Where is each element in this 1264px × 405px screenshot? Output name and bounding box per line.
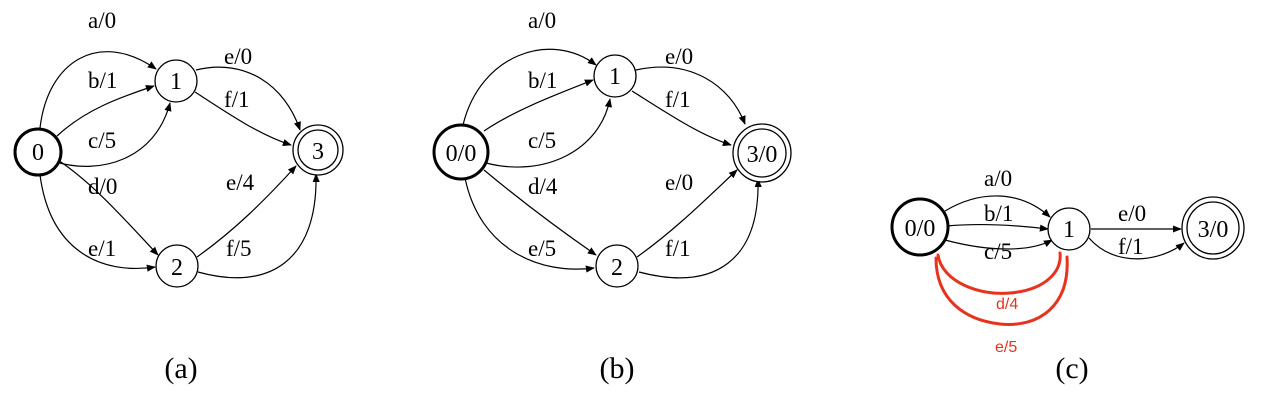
edge-b-0-1-a (462, 48, 597, 126)
node-c-3-inner (1186, 201, 1240, 255)
edge-a-0-2-e (39, 174, 156, 272)
node-c-3-label: 3/0 (1198, 217, 1229, 243)
edge-label-a-e4: e/4 (226, 170, 255, 195)
edge-label-a-e0: e/0 (224, 44, 252, 69)
edge-b-1-3-f (631, 90, 732, 146)
edge-b-2-3-e (636, 169, 738, 258)
edge-b-0-1-c (485, 98, 612, 168)
edge-c-0-1-c (944, 239, 1053, 250)
edge-c-0-1-b (946, 223, 1049, 232)
node-b-2 (595, 244, 639, 288)
edge-label-c-e0: e/0 (1118, 201, 1146, 226)
node-b-0-label: 0/0 (446, 141, 477, 167)
edge-c-0-1-a (944, 195, 1051, 218)
edge-b-1-3-e (635, 66, 746, 125)
edge-label-b-e5: e/5 (528, 236, 556, 261)
edge-a-0-1-a (39, 51, 157, 129)
panel-a: 0 1 2 3 a/0 b/1 c/5 d/0 e/1 e/0 f/1 e/4 … (13, 8, 344, 385)
caption-a: (a) (164, 352, 197, 385)
edge-a-1-3-f (194, 91, 292, 146)
edge-label-c-b1: b/1 (984, 201, 1013, 226)
panel-b: 0/0 1 2 3/0 a/0 b/1 c/5 d/4 e/5 e/0 f/1 … (432, 8, 792, 385)
edge-label-c-a0: a/0 (984, 166, 1012, 191)
node-c-0 (890, 197, 950, 257)
edge-a-0-2-d (57, 159, 159, 256)
node-b-1 (593, 54, 637, 98)
edge-label-b-b1: b/1 (528, 68, 557, 93)
edge-label-a-f5: f/5 (226, 236, 252, 261)
node-a-3-label: 3 (312, 139, 324, 165)
edge-label-b-e0-bottom: e/0 (665, 170, 693, 195)
node-a-2-label: 2 (171, 255, 183, 281)
edge-label-a-f1: f/1 (224, 87, 250, 112)
node-c-1-label: 1 (1063, 217, 1075, 243)
edge-label-a-c5: c/5 (88, 128, 116, 153)
node-a-0-label: 0 (32, 140, 44, 166)
edge-a-1-3-e (195, 66, 301, 131)
node-a-3-inner (297, 129, 339, 171)
panel-c: 0/0 1 3/0 a/0 b/1 c/5 e/0 f/1 d/4 e/5 (c… (890, 166, 1245, 385)
edge-label-a-b1: b/1 (88, 68, 117, 93)
node-b-3-label: 3/0 (747, 142, 778, 168)
node-b-1-label: 1 (609, 64, 621, 90)
edge-a-0-1-c (55, 102, 172, 167)
node-a-2 (155, 244, 199, 288)
annotation-label-d4: d/4 (996, 296, 1018, 313)
node-c-0-label: 0/0 (905, 216, 936, 242)
node-b-2-label: 2 (611, 255, 623, 281)
annotation-label-e5: e/5 (995, 339, 1017, 356)
edge-a-2-3-f (197, 173, 320, 279)
edge-label-b-d4: d/4 (528, 174, 558, 199)
edge-label-b-f1-top: f/1 (665, 87, 691, 112)
edge-label-a-d0: d/0 (88, 174, 117, 199)
caption-c: (c) (1055, 352, 1088, 385)
caption-b: (b) (600, 352, 635, 385)
edge-label-b-e0-top: e/0 (665, 44, 693, 69)
edge-label-b-c5: c/5 (528, 128, 556, 153)
node-b-3-inner (737, 128, 787, 178)
edge-label-b-f1-bottom: f/1 (665, 236, 691, 261)
edge-a-2-3-e (196, 165, 297, 258)
annotation-loop-d4 (936, 251, 1062, 295)
edge-b-0-2-d (483, 169, 597, 256)
node-b-0 (432, 123, 490, 181)
node-c-1 (1047, 207, 1091, 251)
edge-label-c-c5: c/5 (984, 239, 1012, 264)
node-a-1-label: 1 (170, 69, 182, 95)
edge-b-0-2-e (464, 177, 595, 273)
edge-label-a-a0: a/0 (88, 8, 116, 33)
edge-b-0-1-b (483, 79, 594, 132)
node-a-1 (154, 59, 198, 103)
edge-label-b-a0: a/0 (528, 8, 556, 33)
edge-label-c-f1: f/1 (1118, 234, 1144, 259)
edge-b-2-3-f (638, 178, 762, 279)
edge-label-a-e1: e/1 (88, 236, 116, 261)
edge-c-1-3-f (1088, 237, 1185, 260)
annotation-loop-e5 (934, 255, 1069, 326)
node-a-0 (13, 127, 63, 177)
edge-a-0-1-b (56, 85, 155, 137)
